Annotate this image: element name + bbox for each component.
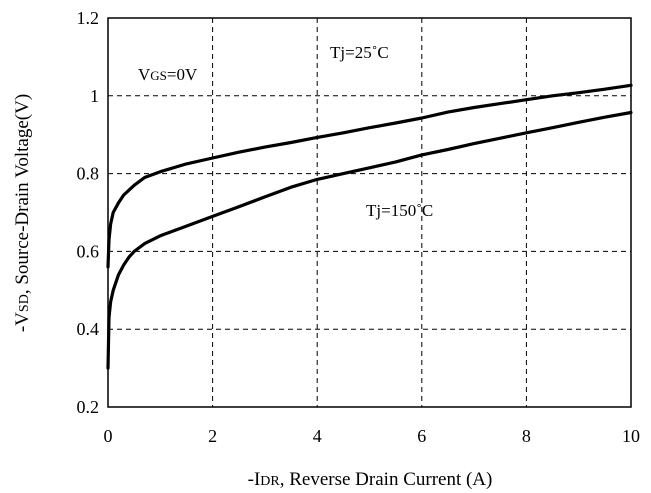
plot-area — [107, 17, 632, 408]
x-tick-label: 4 — [313, 426, 322, 446]
y-tick-label: 0.2 — [77, 397, 100, 417]
series-line-1 — [106, 83, 633, 269]
annotation-vgs: VGS=0V — [138, 65, 198, 84]
y-tick-label: 1 — [90, 86, 99, 106]
x-tick-label: 8 — [522, 426, 531, 446]
y-tick-label: 0.8 — [77, 164, 100, 184]
tick-labels: 0 2 4 6 8 10 0.2 0.4 0.6 0.8 1 1.2 — [77, 8, 641, 446]
y-axis-title: -VSD, Source-Drain Voltage(V) — [12, 94, 33, 332]
annotation-tj25: Tj=25˚C — [330, 43, 389, 62]
series-line-2 — [106, 110, 633, 370]
x-axis-title: -IDR, Reverse Drain Current (A) — [248, 469, 493, 490]
y-tick-label: 0.6 — [77, 241, 100, 261]
y-tick-label: 0.4 — [77, 319, 100, 339]
series-layer — [106, 83, 633, 370]
y-tick-label: 1.2 — [77, 8, 100, 28]
x-tick-label: 10 — [622, 426, 640, 446]
x-tick-label: 6 — [417, 426, 426, 446]
annotation-tj150: Tj=150˚C — [366, 201, 433, 220]
x-tick-label: 0 — [104, 426, 113, 446]
x-tick-label: 2 — [208, 426, 217, 446]
